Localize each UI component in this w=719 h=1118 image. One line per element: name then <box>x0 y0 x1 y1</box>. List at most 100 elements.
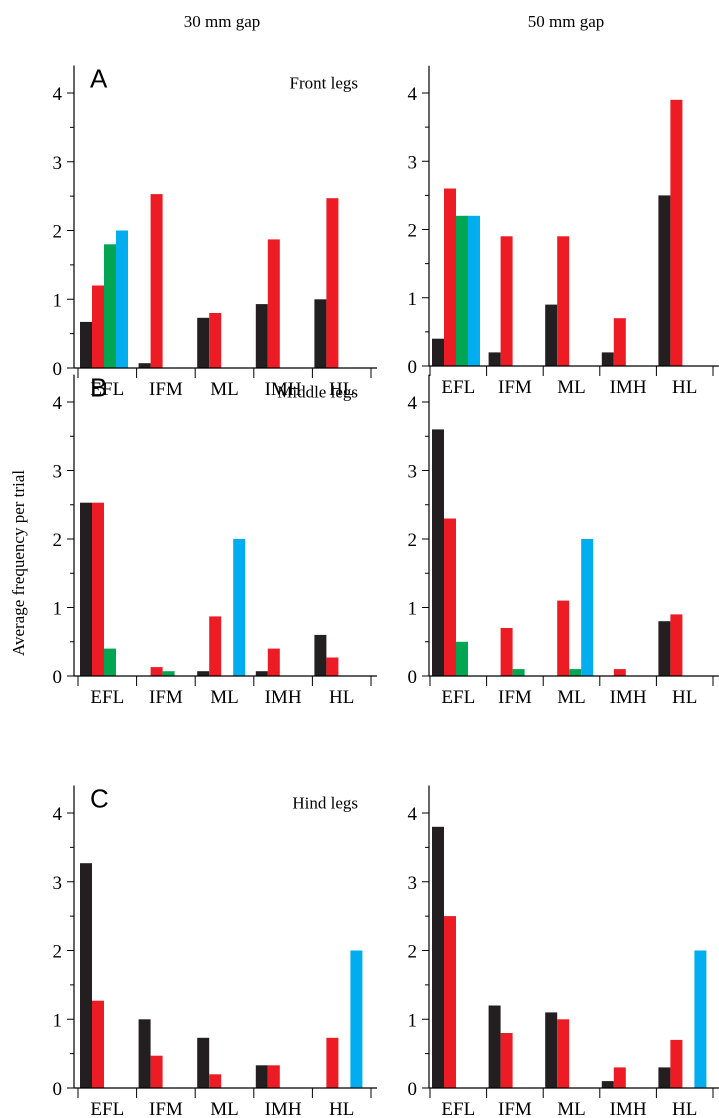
bar <box>670 614 683 676</box>
category-label: ML <box>557 1099 586 1118</box>
bar <box>138 363 151 368</box>
bar <box>444 518 456 676</box>
bar <box>326 198 339 368</box>
bar <box>233 539 246 676</box>
y-tick-label: 1 <box>53 599 63 620</box>
category-label: IFM <box>498 687 532 708</box>
category-label: IMH <box>610 1099 647 1118</box>
column-title-50mm: 50 mm gap <box>528 12 605 31</box>
y-tick-label: 4 <box>408 84 418 105</box>
bar <box>150 1055 163 1088</box>
bar <box>545 1012 558 1088</box>
bar <box>670 99 683 367</box>
bar <box>104 244 116 369</box>
bar <box>92 285 104 368</box>
bar <box>197 1037 210 1088</box>
bar <box>545 304 558 366</box>
bar <box>488 352 501 367</box>
bar <box>601 1081 614 1088</box>
bar <box>670 1039 683 1088</box>
bar <box>80 502 92 676</box>
bar <box>432 826 444 1089</box>
bar <box>80 321 92 368</box>
bar <box>209 313 222 368</box>
category-label: HL <box>672 687 697 708</box>
bar <box>150 667 163 676</box>
y-tick-label: 1 <box>408 1010 418 1031</box>
bar <box>601 352 614 367</box>
category-label: EFL <box>90 1099 124 1118</box>
y-tick-label: 2 <box>53 222 63 243</box>
category-label: ML <box>210 379 239 400</box>
bar <box>255 1065 268 1088</box>
category-label: EFL <box>441 687 475 708</box>
bar <box>658 195 671 366</box>
chart-panel-3: 0 1 2 3 4 EFL IFM ML IMH HL B Middle legs <box>53 373 377 708</box>
bar <box>92 502 104 676</box>
bar <box>613 669 626 676</box>
bar <box>512 669 525 676</box>
category-label: IFM <box>498 377 532 398</box>
bar <box>197 317 210 368</box>
y-tick-label: 4 <box>408 393 418 414</box>
y-tick-label: 4 <box>408 804 418 825</box>
bar <box>613 318 626 366</box>
y-tick-label: 3 <box>53 462 63 483</box>
category-label: IMH <box>610 377 647 398</box>
bar <box>500 236 513 366</box>
category-label: ML <box>210 687 239 708</box>
panel-letter: C <box>90 784 109 814</box>
y-tick-label: 0 <box>408 1079 418 1100</box>
category-label: HL <box>672 1099 697 1118</box>
bar <box>267 239 280 368</box>
panel-subtitle: Middle legs <box>277 383 358 402</box>
bar <box>150 194 163 368</box>
bar <box>557 236 570 366</box>
bar <box>267 648 280 676</box>
bar <box>314 634 327 676</box>
y-tick-label: 2 <box>408 221 418 242</box>
bar <box>138 1019 151 1089</box>
y-tick-label: 3 <box>53 153 63 174</box>
chart-panel-2: 0 1 2 3 4 EFL IFM ML IMH HL <box>408 65 719 398</box>
bar <box>197 671 210 676</box>
bar <box>456 215 468 366</box>
bar <box>488 1005 501 1088</box>
bar <box>500 628 513 676</box>
y-tick-label: 1 <box>53 290 63 311</box>
panel-subtitle: Hind legs <box>292 794 358 813</box>
bar <box>104 648 116 676</box>
bar <box>500 1033 513 1088</box>
y-tick-label: 3 <box>408 152 418 173</box>
chart-panel-6: 0 1 2 3 4 EFL IFM ML IMH HL <box>408 785 719 1118</box>
column-title-30mm: 30 mm gap <box>184 12 261 31</box>
bar <box>209 1074 222 1089</box>
bar <box>658 1067 671 1088</box>
y-axis-label: Average frequency per trial <box>9 470 28 656</box>
bar <box>569 669 582 676</box>
category-label: HL <box>329 1099 354 1118</box>
y-tick-label: 0 <box>408 357 418 378</box>
y-tick-label: 4 <box>53 393 63 414</box>
bar <box>557 1019 570 1089</box>
bar <box>116 230 128 368</box>
category-label: IFM <box>149 379 183 400</box>
bar <box>581 539 594 676</box>
bar <box>613 1067 626 1088</box>
bar <box>444 188 456 366</box>
bar <box>456 641 468 677</box>
y-tick-label: 0 <box>53 1079 63 1100</box>
y-tick-label: 3 <box>408 873 418 894</box>
category-label: IMH <box>265 687 302 708</box>
bar <box>255 304 268 368</box>
y-tick-label: 1 <box>408 289 418 310</box>
y-tick-label: 3 <box>408 462 418 483</box>
bar <box>350 950 363 1088</box>
bar <box>432 429 444 676</box>
category-label: IMH <box>265 379 302 400</box>
y-tick-label: 1 <box>408 599 418 620</box>
y-tick-label: 3 <box>53 873 63 894</box>
y-tick-label: 2 <box>408 942 418 963</box>
bar <box>209 616 222 676</box>
bar <box>255 671 268 676</box>
